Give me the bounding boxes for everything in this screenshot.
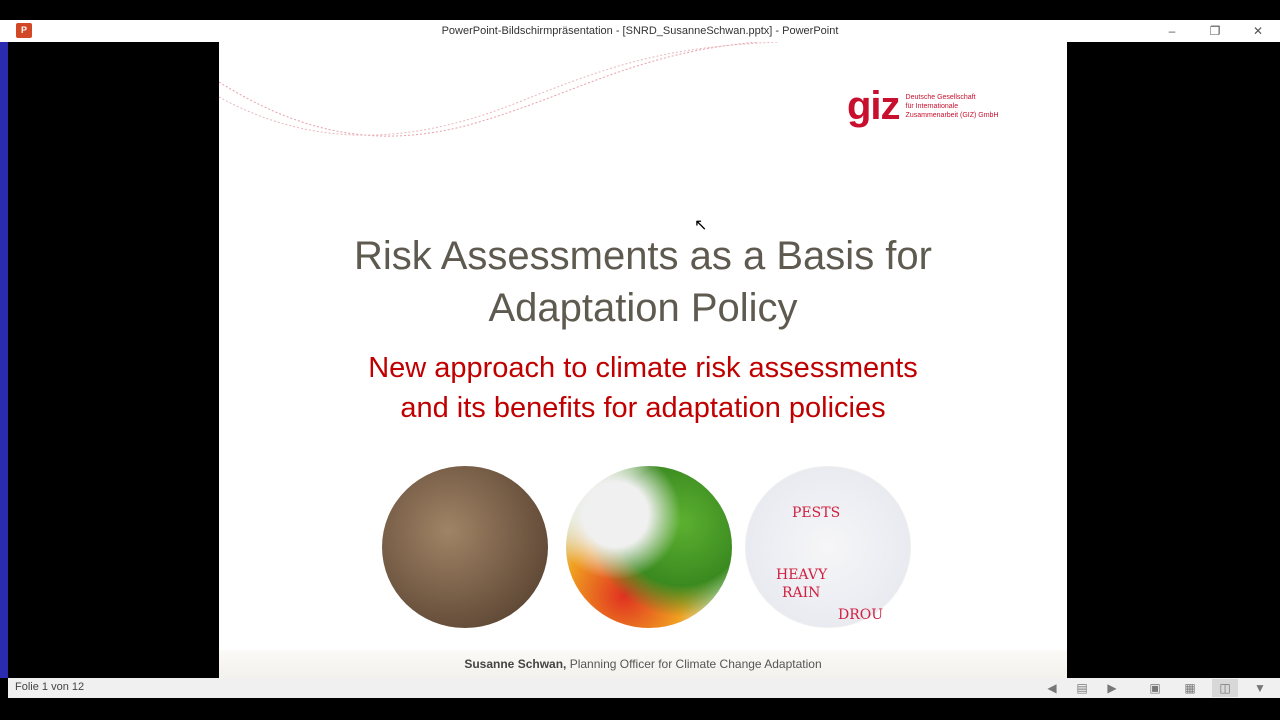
dry-cracked-soil-image bbox=[382, 466, 548, 628]
slide-show-icon[interactable]: ▼ bbox=[1254, 681, 1266, 695]
next-slide-icon[interactable]: ▶ bbox=[1107, 681, 1117, 695]
close-icon[interactable]: ✕ bbox=[1252, 24, 1264, 38]
logo-text-line: für Internationale bbox=[905, 102, 959, 110]
title-line: Risk Assessments as a Basis for bbox=[354, 234, 932, 278]
restore-icon[interactable]: ❐ bbox=[1209, 24, 1221, 38]
giz-logo: giz Deutsche Gesellschaft für Internatio… bbox=[847, 86, 999, 126]
previous-slide-icon[interactable]: ◀ bbox=[1047, 681, 1057, 695]
slide-footer: Susanne Schwan, Planning Officer for Cli… bbox=[219, 650, 1067, 678]
sketch-word: DROU bbox=[838, 607, 884, 623]
subtitle-line: and its benefits for adaptation policies bbox=[400, 392, 886, 424]
slide-subtitle: New approach to climate risk assessments… bbox=[219, 348, 1067, 428]
title-line: Adaptation Policy bbox=[488, 286, 798, 330]
normal-view-icon[interactable]: ▣ bbox=[1149, 681, 1161, 695]
logo-text-line: Zusammenarbeit (GIZ) GmbH bbox=[905, 111, 999, 119]
slide-sorter-icon[interactable]: ▦ bbox=[1184, 681, 1196, 695]
sketch-map-image: PESTS HEAVY RAIN DROU bbox=[745, 466, 911, 628]
sketch-word: PESTS bbox=[792, 505, 841, 521]
logo-mark: giz bbox=[847, 84, 901, 128]
mouse-cursor-icon: ↖ bbox=[694, 217, 708, 234]
slide-title: Risk Assessments as a Basis for Adaptati… bbox=[219, 230, 1067, 334]
subtitle-line: New approach to climate risk assessments bbox=[368, 352, 918, 384]
notes-icon[interactable]: ▤ bbox=[1076, 681, 1088, 695]
screen-top bbox=[0, 0, 1280, 20]
title-bar: P PowerPoint-Bildschirmpräsentation - [S… bbox=[0, 20, 1280, 42]
decorative-waves bbox=[219, 42, 780, 137]
logo-text-line: Deutsche Gesellschaft bbox=[905, 93, 976, 101]
powerpoint-icon: P bbox=[16, 23, 32, 38]
presenter-name: Susanne Schwan, bbox=[464, 657, 567, 671]
sketch-word: RAIN bbox=[782, 585, 821, 601]
left-edge-strip bbox=[0, 42, 8, 678]
sketch-word: HEAVY bbox=[776, 567, 828, 583]
window-title: PowerPoint-Bildschirmpräsentation - [SNR… bbox=[441, 25, 839, 37]
minimize-icon[interactable]: – bbox=[1168, 24, 1176, 38]
risk-map-image bbox=[566, 466, 732, 628]
slide-counter: Folie 1 von 12 bbox=[15, 681, 85, 693]
reading-view-icon[interactable]: ◫ bbox=[1212, 679, 1238, 697]
status-bar: Folie 1 von 12 ◀ ▤ ▶ ▣ ▦ ◫ ▼ bbox=[8, 678, 1280, 698]
presenter-role: Planning Officer for Climate Change Adap… bbox=[566, 657, 822, 671]
slide[interactable]: giz Deutsche Gesellschaft für Internatio… bbox=[219, 42, 1067, 678]
